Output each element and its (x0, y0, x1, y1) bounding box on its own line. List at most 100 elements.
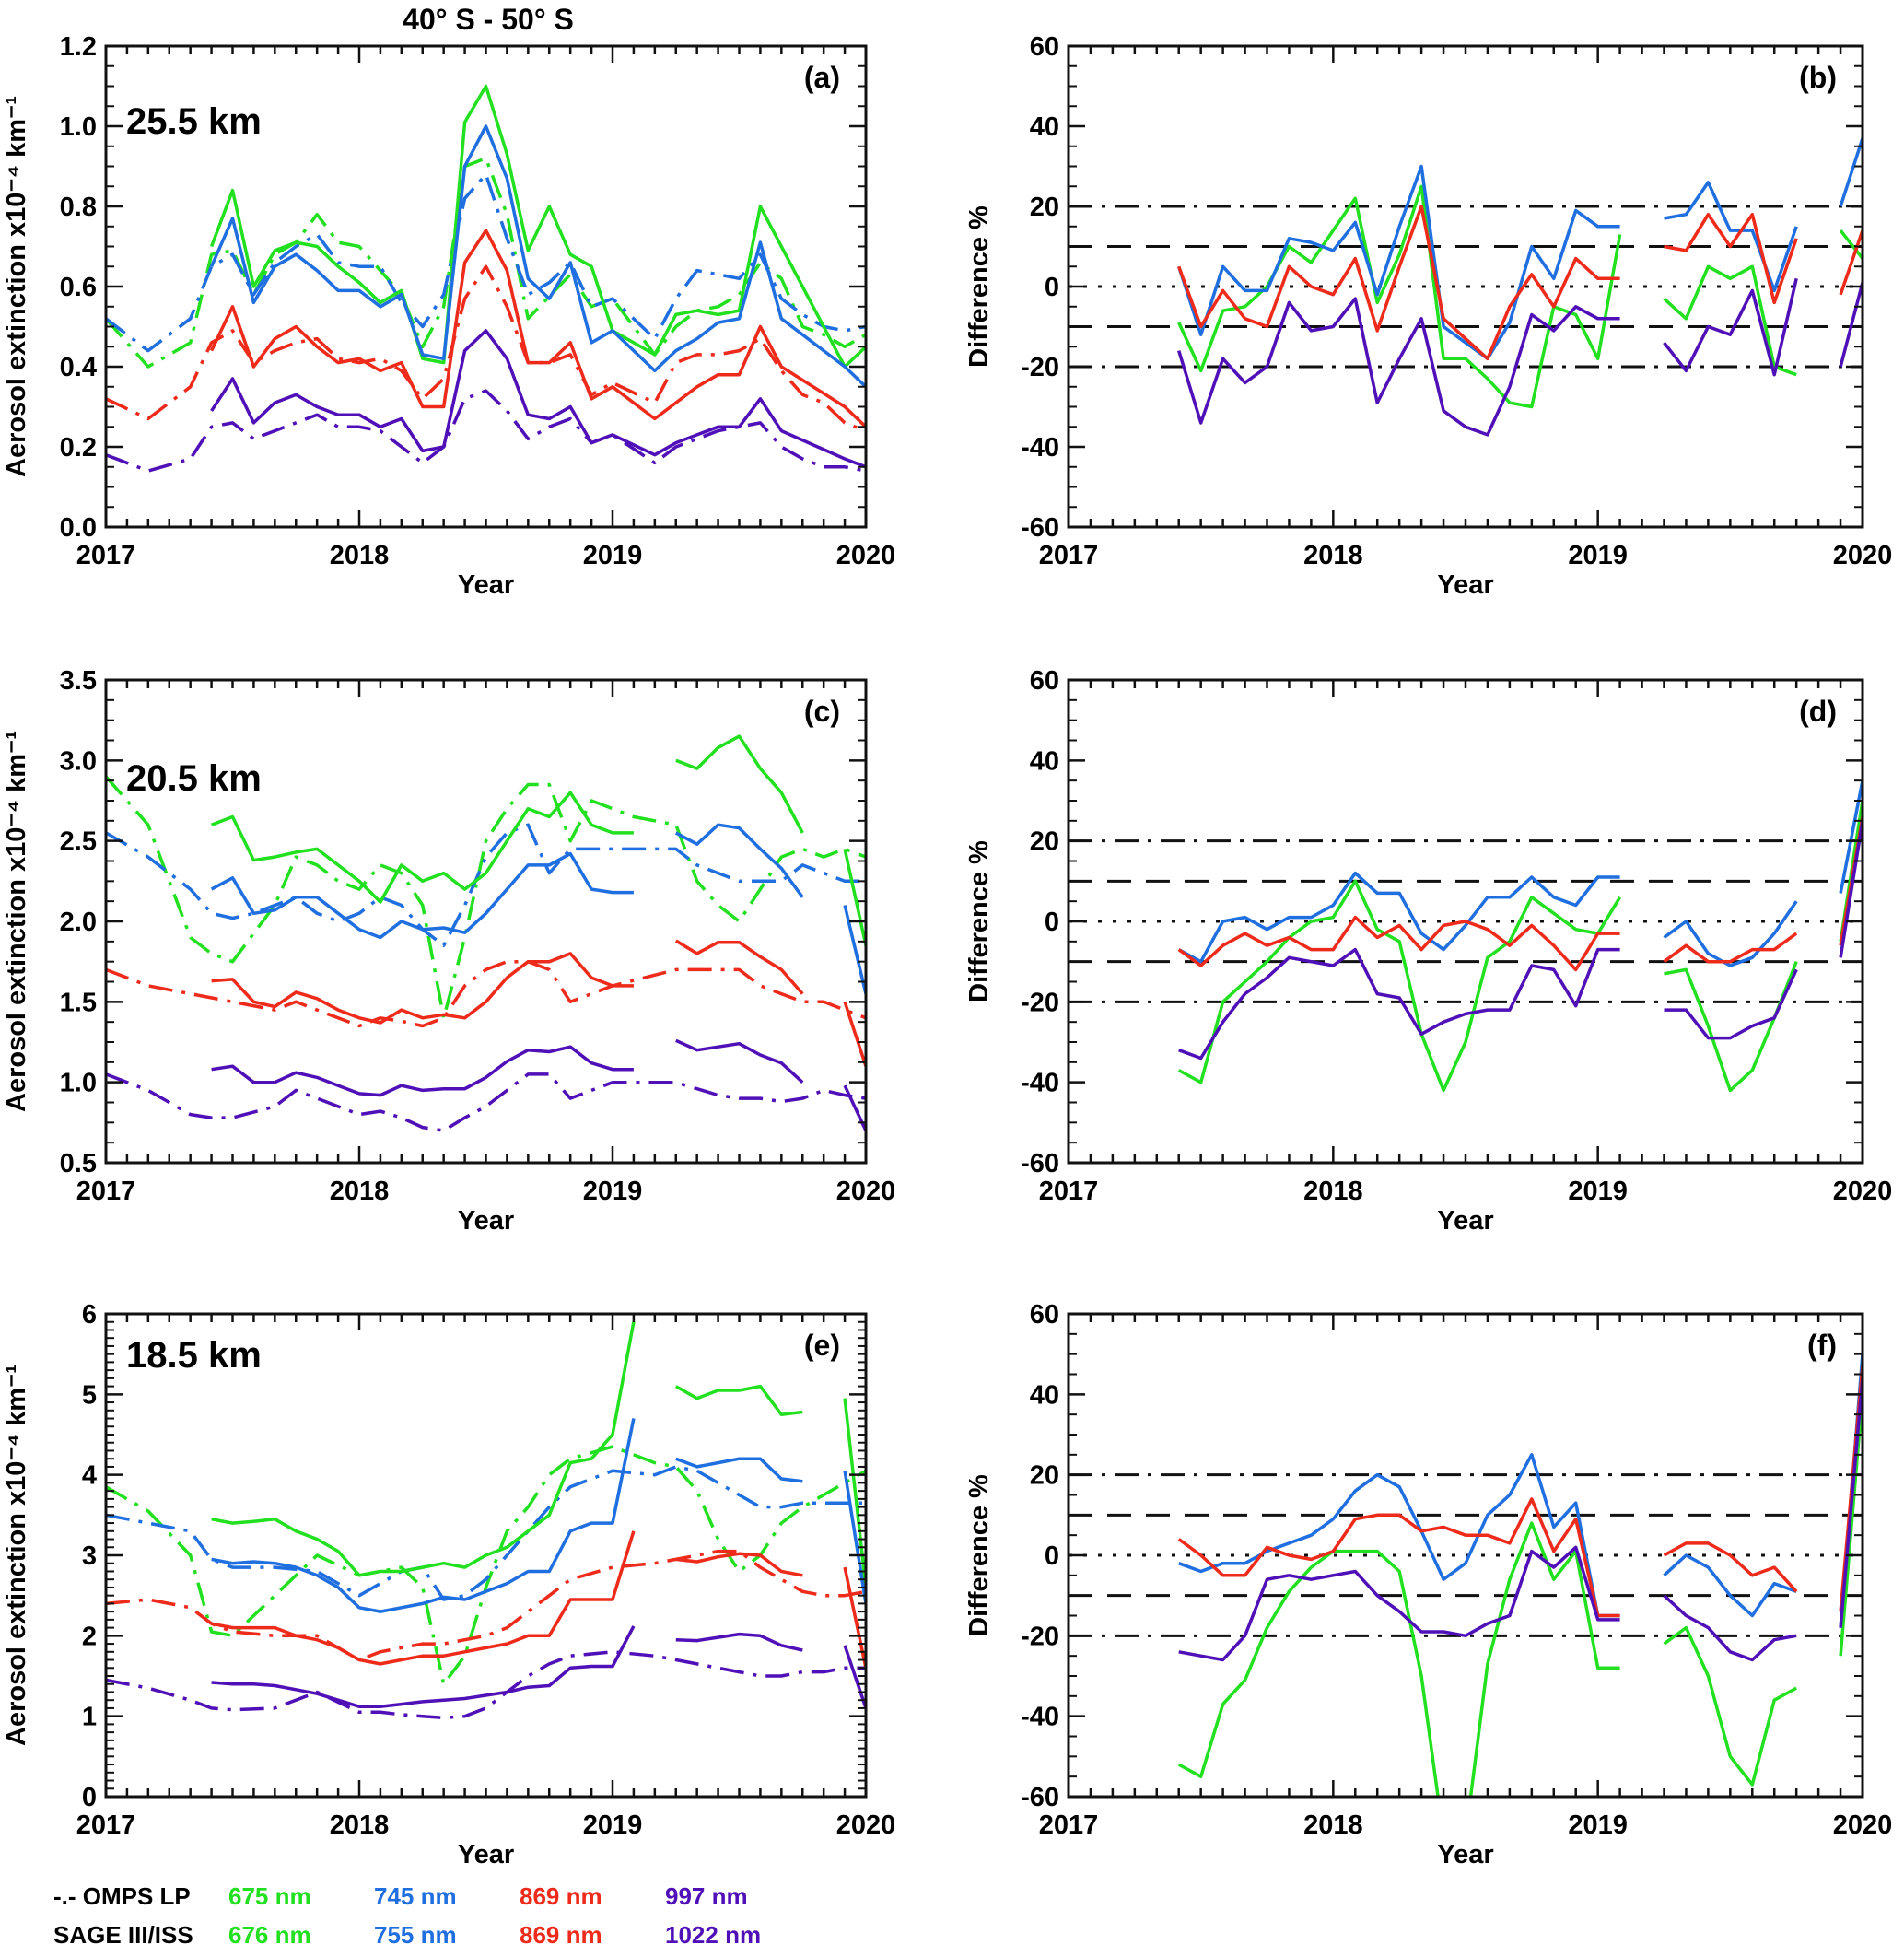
x-tick-label: 2018 (1303, 1177, 1363, 1206)
series-line-sage-iii-iss-1022-nm (843, 1645, 866, 1709)
altitude-annotation: 25.5 km (126, 101, 262, 142)
series-line-sage-iii-iss-869-nm (843, 1001, 866, 1067)
series-group (106, 84, 866, 473)
y-tick-label: 2 (82, 1622, 97, 1651)
series-line-745-755-nm (1178, 1453, 1620, 1618)
panel-label: (f) (1807, 1329, 1837, 1362)
series-line-745-755-nm (1663, 1553, 1797, 1618)
panel-e: 2017 2018 2019 2020 Year 0 1 2 3 4 5 6 Aerosol extin… (2, 1300, 895, 1869)
x-tick-label: 2018 (330, 1811, 390, 1840)
x-tick-label: 2018 (1303, 541, 1363, 570)
y-tick-label: 0.0 (60, 513, 97, 543)
series-line-omps-lp-997-nm (106, 1072, 866, 1132)
legend-omps-red: 869 nm (520, 1882, 602, 1910)
series-line-745-755-nm (1177, 164, 1620, 361)
altitude-annotation: 20.5 km (126, 758, 262, 799)
series-line-sage-iii-iss-676-nm (843, 849, 866, 946)
series-line-745-755-nm (1177, 871, 1620, 964)
series-line-sage-iii-iss-676-nm (211, 1321, 636, 1577)
series-line-997-1022-nm (1178, 1545, 1620, 1662)
y-tick-label: 1.5 (60, 988, 97, 1017)
series-line-sage-iii-iss-755-nm (209, 124, 866, 389)
y-tick-label: 4 (82, 1461, 97, 1491)
y-tick-label: 0 (1045, 908, 1059, 937)
x-axis-label: Year (1437, 570, 1493, 600)
y-tick-label: 3 (82, 1541, 97, 1571)
series-line-omps-lp-745-nm (106, 1465, 866, 1601)
series-line-997-1022-nm (1663, 1594, 1797, 1662)
series-line-997-1022-nm (1839, 282, 1863, 368)
series-line-869-nm (1177, 915, 1620, 972)
x-tick-label: 2018 (330, 1177, 390, 1206)
series-line-745-755-nm (1839, 779, 1863, 894)
y-tick-label: 20 (1030, 827, 1059, 857)
series-line-869-nm (1663, 932, 1798, 964)
series-line-omps-lp-675-nm (106, 775, 866, 1020)
y-tick-label: -60 (1021, 1149, 1059, 1178)
y-tick-label: 60 (1030, 666, 1059, 696)
y-tick-label: 0.4 (60, 353, 97, 382)
y-tick-label: 40 (1030, 1380, 1059, 1410)
panel-d: 2017 2018 2019 2020 Year -60 -40 -20 0 20 40 60 Diff… (964, 666, 1892, 1236)
series-line-sage-iii-iss-676-nm (210, 791, 634, 904)
y-tick-label: 0 (1045, 1541, 1059, 1571)
series-line-sage-iii-iss-1022-nm (211, 1625, 636, 1708)
series-line-997-1022-nm (1839, 1377, 1863, 1628)
series-line-sage-iii-iss-676-nm (209, 84, 866, 369)
series-line-sage-iii-iss-676-nm (674, 1384, 803, 1416)
series-line-sage-iii-iss-755-nm (674, 823, 804, 898)
x-tick-label: 2019 (1568, 1177, 1628, 1206)
y-tick-label: 2.0 (60, 908, 97, 937)
legend-omps-green: 675 nm (228, 1882, 311, 1910)
series-line-omps-lp-745-nm (106, 172, 866, 353)
series-line-sage-iii-iss-676-nm (675, 734, 804, 834)
series-line-sage-iii-iss-1022-nm (675, 1038, 804, 1084)
series-group (1177, 1353, 1863, 1797)
y-tick-label: 1.0 (60, 112, 97, 142)
x-tick-label: 2020 (836, 1177, 896, 1206)
series-line-sage-iii-iss-869-nm (211, 1530, 636, 1666)
y-axis-label: Difference % (964, 205, 994, 368)
series-line-997-1022-nm (1178, 947, 1620, 1061)
y-tick-label: 1.0 (60, 1069, 97, 1098)
x-tick-label: 2017 (76, 1811, 136, 1840)
series-line-997-1022-nm (1177, 297, 1620, 437)
series-line-sage-iii-iss-1022-nm (211, 1045, 634, 1097)
x-tick-label: 2019 (583, 541, 643, 570)
y-tick-label: -20 (1021, 1622, 1059, 1651)
x-tick-label: 2018 (1303, 1811, 1363, 1840)
x-tick-label: 2020 (1833, 1177, 1893, 1206)
series-line-675-676-nm (1663, 1625, 1798, 1787)
x-tick-label: 2019 (583, 1811, 643, 1840)
series-line-sage-iii-iss-1022-nm (210, 329, 866, 469)
x-tick-label: 2019 (1568, 541, 1628, 570)
series-line-sage-iii-iss-869-nm (211, 952, 634, 1025)
legend-sage-green: 676 nm (228, 1921, 311, 1949)
panel-label: (c) (804, 695, 840, 728)
y-axis-label: Aerosol extinction x10⁻⁴ km⁻¹ (2, 1365, 31, 1746)
legend-omps-blue: 745 nm (374, 1882, 457, 1910)
y-tick-label: 0.2 (60, 433, 97, 463)
panel-label: (e) (804, 1329, 840, 1362)
figure-title: 40° S - 50° S (403, 3, 574, 36)
series-line-675-676-nm (1839, 229, 1863, 260)
panel-c: 2017 2018 2019 2020 Year 0.5 1.0 1.5 2.0 2.5 3.0 3.… (2, 666, 895, 1236)
series-line-omps-lp-869-nm (106, 959, 866, 1028)
series-line-745-755-nm (1664, 181, 1798, 293)
series-line-675-676-nm (1177, 184, 1622, 409)
panel-a: 2017 2018 2019 2020 Year 0.0 0.2 0.4 0.6 0.8 1.0 1.… (2, 32, 895, 600)
panel-label: (a) (804, 61, 840, 94)
series-line-745-755-nm (1839, 137, 1863, 207)
series-group (1177, 779, 1863, 1093)
legend-row-omps: -.- OMPS LP 675 nm 745 nm 869 nm 997 nm (53, 1882, 811, 1911)
y-tick-label: -20 (1021, 353, 1059, 382)
series-line-sage-iii-iss-869-nm (674, 939, 804, 995)
y-tick-label: 0.5 (60, 1149, 97, 1178)
series-line-869-nm (1664, 212, 1798, 305)
y-tick-label: 1 (82, 1703, 97, 1732)
y-tick-label: 2.5 (60, 827, 97, 857)
legend-sage-purple: 1022 nm (665, 1921, 762, 1949)
y-tick-label: 3.5 (60, 666, 97, 696)
legend-sage-red: 869 nm (520, 1921, 602, 1949)
